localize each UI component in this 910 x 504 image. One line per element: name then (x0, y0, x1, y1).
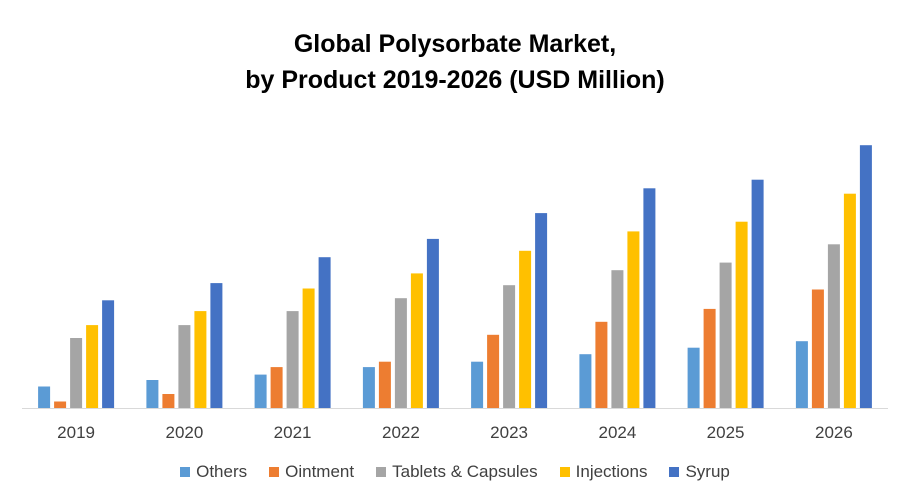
bar-syrup-2020 (210, 283, 223, 408)
chart-title: Global Polysorbate Market, by Product 20… (0, 26, 910, 98)
bar-syrup-2022 (426, 238, 439, 408)
bar-injections-2022 (410, 273, 423, 408)
bar-tablets-capsules-2022 (394, 298, 407, 408)
legend-swatch-tablets-capsules (376, 467, 387, 477)
bar-ointment-2020 (162, 394, 175, 408)
chart-title-line-1: Global Polysorbate Market, (293, 30, 617, 58)
legend-label-tablets-capsules: Tablets & Capsules (392, 462, 538, 481)
bar-tablets-capsules-2021 (286, 311, 299, 408)
bar-others-2024 (579, 354, 592, 408)
legend-swatch-ointment (269, 467, 280, 477)
bar-others-2022 (362, 367, 375, 408)
x-tick-label-2020: 2020 (165, 423, 203, 442)
bar-tablets-capsules-2023 (503, 285, 516, 408)
bar-others-2026 (795, 341, 808, 408)
bar-syrup-2026 (859, 145, 872, 408)
bar-others-2020 (146, 380, 159, 408)
bar-tablets-capsules-2026 (827, 244, 840, 408)
bar-injections-2020 (194, 311, 207, 408)
bar-syrup-2019 (102, 300, 115, 408)
bar-tablets-capsules-2020 (178, 325, 191, 408)
bar-others-2023 (471, 361, 484, 408)
bar-ointment-2025 (703, 308, 716, 408)
bar-injections-2023 (519, 250, 532, 408)
bar-ointment-2024 (595, 321, 608, 408)
legend-item-injections: Injections (559, 462, 648, 482)
bar-injections-2019 (86, 325, 99, 408)
bar-syrup-2024 (643, 188, 656, 408)
bar-syrup-2023 (535, 213, 548, 408)
legend-swatch-injections (559, 467, 570, 477)
legend-item-others: Others (180, 462, 247, 482)
bar-injections-2026 (843, 193, 856, 408)
bar-injections-2025 (735, 221, 748, 408)
x-tick-label-2022: 2022 (382, 423, 420, 442)
bar-injections-2024 (627, 231, 640, 408)
bar-ointment-2019 (54, 401, 67, 408)
bar-tablets-capsules-2024 (611, 270, 624, 408)
x-tick-label-2024: 2024 (598, 423, 636, 442)
legend-label-others: Others (196, 462, 248, 481)
bar-ointment-2023 (487, 334, 500, 408)
legend-label-ointment: Ointment (285, 462, 355, 481)
bar-ointment-2026 (811, 289, 824, 408)
bar-others-2021 (254, 374, 267, 408)
chart-title-line-2: by Product 2019-2026 (USD Million) (245, 66, 665, 94)
legend: Others Ointment Tablets & Capsules Injec… (0, 462, 910, 482)
legend-swatch-others (180, 467, 191, 477)
bar-syrup-2025 (751, 179, 764, 408)
bar-tablets-capsules-2019 (70, 338, 83, 408)
x-tick-label-2019: 2019 (57, 423, 95, 442)
bar-ointment-2022 (378, 361, 391, 408)
legend-item-tablets-capsules: Tablets & Capsules (376, 462, 538, 482)
bar-syrup-2021 (318, 257, 331, 408)
x-tick-label-2023: 2023 (490, 423, 528, 442)
x-tick-label-2021: 2021 (274, 423, 312, 442)
bar-tablets-capsules-2025 (719, 262, 732, 408)
legend-item-ointment: Ointment (269, 462, 354, 482)
legend-item-syrup: Syrup (669, 462, 730, 482)
x-tick-label-2026: 2026 (815, 423, 853, 442)
bar-others-2019 (38, 386, 51, 408)
legend-swatch-syrup (669, 467, 680, 477)
bar-ointment-2021 (270, 367, 283, 408)
legend-label-injections: Injections (575, 462, 648, 481)
legend-label-syrup: Syrup (685, 462, 730, 481)
bar-others-2025 (687, 347, 700, 408)
bar-injections-2021 (302, 288, 315, 408)
x-tick-label-2025: 2025 (707, 423, 745, 442)
